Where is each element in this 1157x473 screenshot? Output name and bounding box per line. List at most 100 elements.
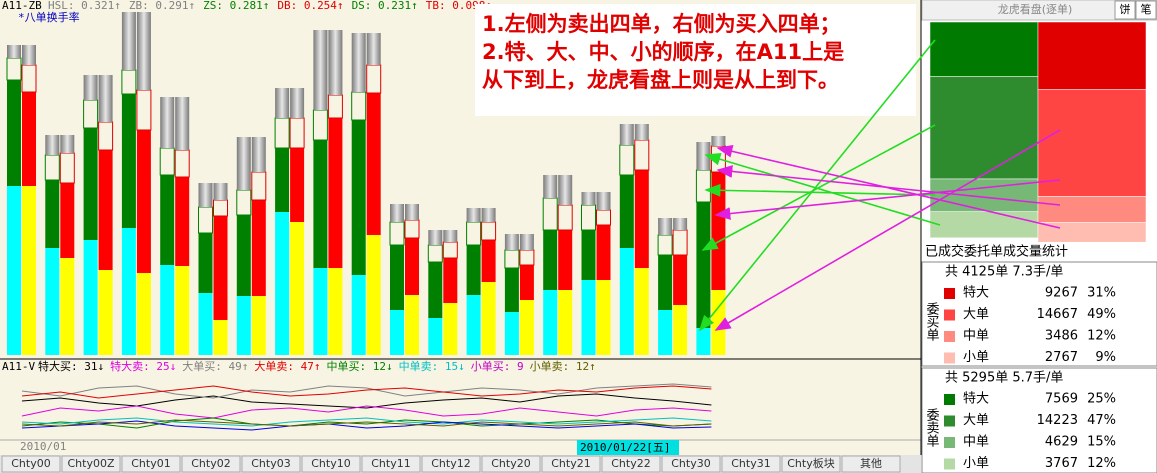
tab-label[interactable]: Chty22 <box>611 457 650 470</box>
bar-segment <box>519 265 534 300</box>
tab-label[interactable]: Chty00Z <box>67 457 114 470</box>
tab[interactable] <box>1 455 61 473</box>
bar-segment <box>481 282 496 355</box>
bar-segment <box>390 245 404 310</box>
arrow <box>716 145 1061 229</box>
stat: ZS: 0.281↑ <box>203 0 269 12</box>
tab-label[interactable]: Chty02 <box>191 457 230 470</box>
tab[interactable] <box>541 455 601 473</box>
bar-segment <box>405 238 419 295</box>
button-label[interactable]: 饼 <box>1120 2 1131 16</box>
tab[interactable] <box>721 455 781 473</box>
tab-label[interactable]: Chty板块 <box>787 456 834 470</box>
bar-segment <box>696 202 711 328</box>
tab-label[interactable]: Chty12 <box>431 457 470 470</box>
bar-segment <box>428 262 443 318</box>
tab[interactable] <box>301 455 361 473</box>
summary: 共 5295单 5.7手/单 <box>945 371 1063 386</box>
bar-segment <box>351 275 366 355</box>
button[interactable] <box>1114 0 1136 20</box>
volume-line <box>21 383 712 399</box>
bar-segment <box>428 318 443 355</box>
tab-label[interactable]: 其他 <box>860 457 882 470</box>
bar-segment <box>351 120 366 275</box>
row-volume: 4629 <box>1045 435 1078 450</box>
arrow <box>701 124 936 251</box>
bar-segment <box>98 150 113 270</box>
button-label[interactable]: 笔 <box>1141 2 1152 16</box>
bar-segment <box>251 200 266 296</box>
row-percent: 12% <box>1087 456 1116 471</box>
tab[interactable] <box>181 455 241 473</box>
tab[interactable] <box>121 455 181 473</box>
row-percent: 15% <box>1087 435 1116 450</box>
bar-segment <box>558 175 573 205</box>
stats-title: 已成交委托单成交量统计 <box>925 244 1068 260</box>
date-label: 2010/01 <box>20 440 66 453</box>
bar-segment <box>543 175 558 198</box>
row-volume: 14667 <box>1037 307 1078 322</box>
bar-segment <box>366 93 381 235</box>
arrow <box>704 183 936 197</box>
treemap-cell <box>929 76 1039 180</box>
treemap-cell <box>929 21 1039 77</box>
bar-segment <box>136 12 151 90</box>
bar-segment <box>634 170 649 268</box>
bar-segment <box>60 135 75 153</box>
bar-segment <box>658 218 673 235</box>
tab[interactable] <box>841 455 901 473</box>
tab[interactable] <box>781 455 841 473</box>
date-highlight <box>577 440 679 455</box>
volume-stat: 中单买: 12↓ <box>327 360 393 373</box>
tab-label[interactable]: Chty03 <box>251 457 290 470</box>
legend-swatch <box>944 437 955 448</box>
tab-label[interactable]: Chty20 <box>491 457 530 470</box>
tab[interactable] <box>361 455 421 473</box>
bar-segment <box>236 215 251 296</box>
row-volume: 3486 <box>1045 329 1078 344</box>
button[interactable] <box>1135 0 1157 20</box>
row-volume: 9267 <box>1045 286 1078 301</box>
tab-label[interactable]: Chty01 <box>131 457 170 470</box>
tab-label[interactable]: Chty21 <box>551 457 590 470</box>
tab[interactable] <box>421 455 481 473</box>
tab[interactable] <box>661 455 721 473</box>
bar-segment <box>313 30 328 110</box>
legend-swatch <box>944 309 955 321</box>
bar-segment <box>22 92 36 186</box>
bar-segment <box>504 268 519 312</box>
tab-label[interactable]: Chty10 <box>311 457 350 470</box>
tab[interactable] <box>241 455 301 473</box>
bar-segment <box>98 75 113 122</box>
row-name: 中单 <box>963 435 989 450</box>
bar-segment <box>443 258 458 303</box>
row-name: 中单 <box>963 329 989 344</box>
bar-segment <box>481 208 496 222</box>
bar-segment <box>45 135 60 155</box>
tab[interactable] <box>481 455 541 473</box>
row-percent: 25% <box>1087 392 1116 407</box>
buy-section <box>921 261 1157 367</box>
tab[interactable] <box>61 455 121 473</box>
tab[interactable] <box>601 455 661 473</box>
bar-segment <box>175 177 190 266</box>
bar-segment <box>366 235 381 355</box>
bar-segment <box>351 33 366 92</box>
bar-segment <box>673 255 688 305</box>
bar-segment <box>83 75 98 100</box>
stat: ZB: 0.291↑ <box>129 0 195 12</box>
row-percent: 49% <box>1087 307 1116 322</box>
tab-label[interactable]: Chty31 <box>731 457 770 470</box>
tab-label[interactable]: Chty11 <box>371 457 410 470</box>
tab-label[interactable]: Chty30 <box>671 457 710 470</box>
row-name: 特大 <box>963 392 989 407</box>
bar-segment <box>634 124 649 140</box>
bar-segment <box>581 192 596 205</box>
bar-chart <box>6 12 726 355</box>
bar-segment <box>481 240 496 282</box>
tab-label[interactable]: Chty00 <box>11 457 50 470</box>
bar-segment <box>543 290 558 355</box>
row-percent: 9% <box>1095 350 1116 365</box>
